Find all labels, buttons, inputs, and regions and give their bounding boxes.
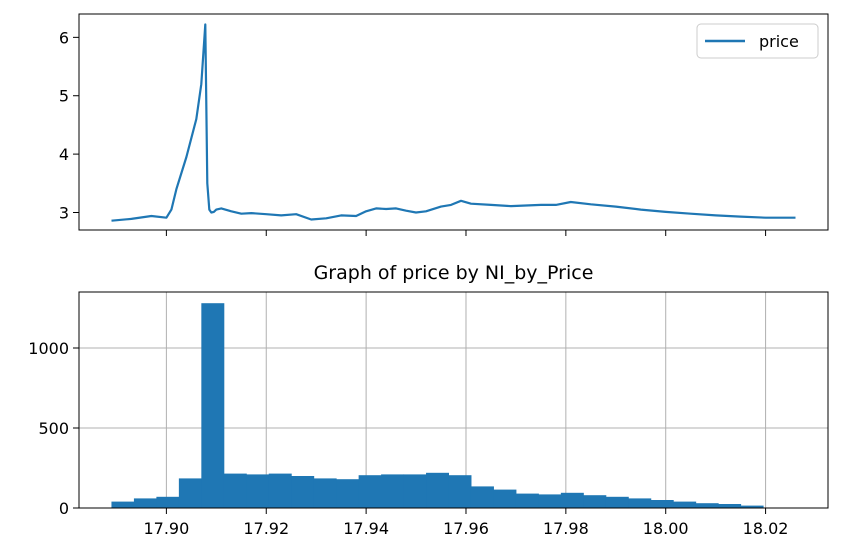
histogram-bar <box>628 498 652 508</box>
bottom-x-tick-label: 18.02 <box>743 519 789 538</box>
histogram-bar <box>336 479 360 508</box>
bottom-y-tick-label: 0 <box>59 499 69 518</box>
histogram-bar <box>268 473 292 508</box>
legend-box <box>696 23 819 59</box>
series-line-price <box>111 23 796 222</box>
bottom-x-tick-label: 17.94 <box>343 519 389 538</box>
histogram-bar <box>133 498 157 508</box>
histogram-bar <box>291 476 315 508</box>
top-x-axis <box>165 230 767 236</box>
histogram-bar <box>695 503 719 508</box>
histogram-bar <box>740 505 764 508</box>
histogram-bar <box>358 475 382 508</box>
top-y-tick-label: 5 <box>59 87 69 106</box>
histogram-bar <box>560 492 584 508</box>
histogram-bar <box>403 474 427 508</box>
top-y-tick-label: 4 <box>59 145 69 164</box>
histogram-bar <box>111 501 135 508</box>
bottom-x-axis: 17.90 17.92 17.94 17.96 17.98 18.00 18.02 <box>143 508 788 538</box>
histogram-bar <box>538 494 562 508</box>
bottom-y-axis: 0 500 1000 <box>28 339 79 518</box>
bottom-x-tick-label: 17.92 <box>243 519 289 538</box>
top-axes-frame <box>78 13 829 231</box>
histogram-bar <box>223 473 247 508</box>
top-y-tick-label: 6 <box>59 28 69 47</box>
histogram-bar <box>605 496 629 508</box>
histogram-bar <box>246 474 270 508</box>
histogram-bar <box>718 504 742 508</box>
histogram-bar <box>448 475 472 508</box>
histogram-bar <box>673 501 697 508</box>
histogram-bar <box>515 493 539 508</box>
histogram-bar <box>470 486 494 508</box>
histogram-bar <box>426 472 450 508</box>
legend: price <box>696 23 819 59</box>
bottom-y-tick-label: 500 <box>38 419 69 438</box>
price-histogram: Graph of price by NI_by_Price 0 500 1000 1… <box>28 262 829 538</box>
price-line-chart: 3 4 5 6 price <box>59 13 829 236</box>
histogram-bar <box>493 489 517 508</box>
top-plot-area <box>111 23 796 222</box>
bottom-x-tick-label: 17.90 <box>143 519 189 538</box>
histogram-bar <box>178 478 202 508</box>
bottom-x-tick-label: 18.00 <box>643 519 689 538</box>
bottom-axes-frame <box>78 291 829 509</box>
bottom-x-tick-label: 17.96 <box>443 519 489 538</box>
histogram-bars <box>111 303 787 508</box>
top-y-axis: 3 4 5 6 <box>59 28 79 222</box>
histogram-bar <box>381 474 405 508</box>
histogram-bar <box>201 303 225 508</box>
histogram-bar <box>313 478 337 508</box>
histogram-bar <box>156 496 180 508</box>
histogram-bar <box>650 500 674 508</box>
legend-label-price: price <box>759 32 799 51</box>
bottom-y-tick-label: 1000 <box>28 339 69 358</box>
histogram-title: Graph of price by NI_by_Price <box>314 262 594 284</box>
top-y-tick-label: 3 <box>59 203 69 222</box>
bottom-x-tick-label: 17.98 <box>543 519 589 538</box>
histogram-bar <box>583 495 607 508</box>
